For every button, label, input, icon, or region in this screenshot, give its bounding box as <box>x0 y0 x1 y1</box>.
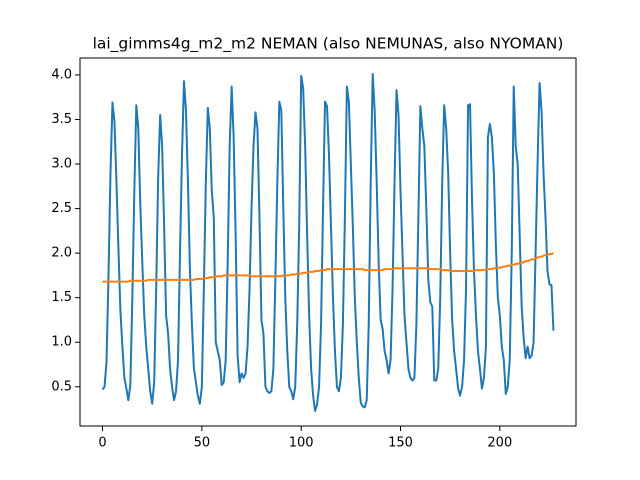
y-tick-label: 1.0 <box>51 335 72 350</box>
series-line <box>101 73 555 412</box>
y-tick-label: 4.0 <box>51 67 72 82</box>
series-line <box>102 252 554 283</box>
x-tick-label: 150 <box>388 436 413 451</box>
y-tick-label: 3.5 <box>51 112 72 127</box>
y-tick-label: 2.0 <box>51 246 72 261</box>
plot-frame <box>79 57 577 427</box>
y-tick-label: 1.5 <box>51 290 72 305</box>
x-tick-label: 0 <box>98 436 106 451</box>
chart-title: lai_gimms4g_m2_m2 NEMAN (also NEMUNAS, a… <box>93 35 564 54</box>
x-tick-label: 50 <box>194 436 211 451</box>
x-tick-label: 200 <box>487 436 512 451</box>
y-tick-label: 0.5 <box>51 379 72 394</box>
y-tick-label: 3.0 <box>51 157 72 172</box>
x-tick-label: 100 <box>289 436 314 451</box>
y-tick-label: 2.5 <box>51 201 72 216</box>
